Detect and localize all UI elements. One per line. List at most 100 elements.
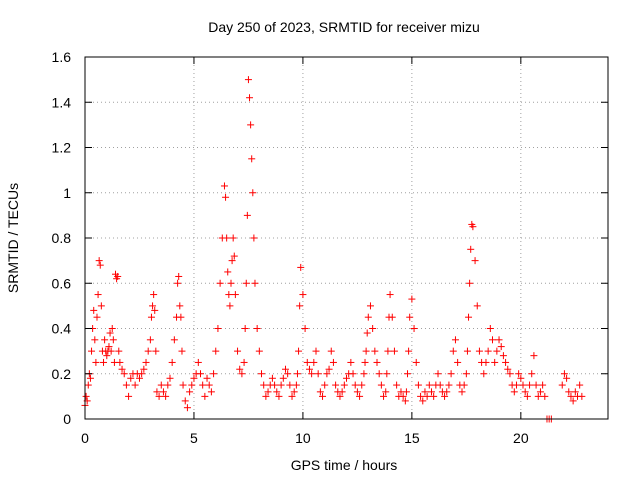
- y-axis-label: SRMTID / TECUs: [5, 183, 21, 293]
- data-point: [220, 182, 228, 190]
- data-point: [308, 370, 316, 378]
- data-point: [227, 279, 235, 287]
- data-point: [412, 358, 420, 366]
- data-point: [362, 347, 370, 355]
- data-point: [246, 94, 254, 102]
- data-point: [159, 388, 167, 396]
- data-point: [423, 392, 431, 400]
- data-point: [216, 279, 224, 287]
- data-point: [521, 388, 529, 396]
- data-point: [277, 381, 285, 389]
- data-point: [384, 347, 392, 355]
- data-point: [236, 365, 244, 373]
- data-point: [329, 358, 337, 366]
- data-point: [247, 121, 255, 129]
- data-point: [489, 336, 497, 344]
- data-point: [510, 388, 518, 396]
- data-point: [358, 381, 366, 389]
- data-point: [519, 381, 527, 389]
- data-point: [356, 392, 364, 400]
- data-point: [493, 347, 501, 355]
- data-point: [157, 381, 165, 389]
- data-point: [312, 347, 320, 355]
- data-point: [244, 76, 252, 84]
- data-point: [90, 306, 98, 314]
- data-point: [260, 381, 268, 389]
- data-point: [240, 358, 248, 366]
- data-point: [404, 370, 412, 378]
- data-point: [325, 365, 333, 373]
- data-point: [361, 358, 369, 366]
- data-point: [103, 352, 111, 360]
- data-point: [279, 374, 287, 382]
- data-point: [116, 358, 124, 366]
- data-point: [388, 313, 396, 321]
- data-point: [484, 347, 492, 355]
- data-point: [382, 388, 390, 396]
- data-point: [97, 302, 105, 310]
- data-point: [140, 365, 148, 373]
- data-point: [462, 370, 470, 378]
- data-point: [292, 381, 300, 389]
- data-point: [248, 155, 256, 163]
- data-point: [364, 313, 372, 321]
- data-point: [100, 358, 108, 366]
- data-point: [135, 374, 143, 382]
- data-point: [226, 302, 234, 310]
- data-point: [91, 336, 99, 344]
- data-point: [449, 347, 457, 355]
- data-point: [475, 347, 483, 355]
- data-point: [578, 392, 586, 400]
- data-point: [164, 381, 172, 389]
- data-point: [131, 381, 139, 389]
- data-point: [434, 370, 442, 378]
- data-point: [168, 358, 176, 366]
- data-point: [249, 189, 257, 197]
- data-point: [373, 358, 381, 366]
- data-point: [393, 381, 401, 389]
- data-point: [155, 392, 163, 400]
- data-point: [210, 370, 218, 378]
- y-tick-label: 1.2: [52, 140, 72, 156]
- data-point: [92, 358, 100, 366]
- data-point: [190, 374, 198, 382]
- data-point: [380, 392, 388, 400]
- x-tick-label: 10: [295, 430, 311, 446]
- data-point: [360, 370, 368, 378]
- data-point: [436, 381, 444, 389]
- data-point: [120, 370, 128, 378]
- data-point: [340, 381, 348, 389]
- data-point: [251, 279, 259, 287]
- data-point: [375, 370, 383, 378]
- data-point: [295, 347, 303, 355]
- data-point: [430, 392, 438, 400]
- grid-lines: [85, 57, 608, 419]
- data-point: [107, 347, 115, 355]
- data-point: [499, 352, 507, 360]
- data-point: [106, 329, 114, 337]
- x-axis-label: GPS time / hours: [291, 457, 398, 473]
- data-point: [229, 234, 237, 242]
- data-point: [179, 381, 187, 389]
- data-point: [410, 325, 418, 332]
- data-point: [178, 347, 186, 355]
- data-point: [402, 388, 410, 396]
- data-point: [101, 336, 109, 344]
- data-point: [258, 370, 266, 378]
- y-tick-label: 0: [63, 411, 71, 427]
- data-point: [323, 370, 331, 378]
- data-point: [115, 347, 123, 355]
- data-point: [201, 392, 209, 400]
- data-point: [108, 325, 116, 332]
- data-point: [353, 388, 361, 396]
- data-point: [223, 234, 231, 242]
- data-point: [480, 370, 488, 378]
- data-point: [517, 374, 525, 382]
- data-points: [81, 76, 586, 423]
- y-tick-label: 0.8: [52, 230, 72, 246]
- data-point: [466, 279, 474, 287]
- data-point: [93, 313, 101, 321]
- data-point: [238, 370, 246, 378]
- data-point: [377, 381, 385, 389]
- data-point: [421, 388, 429, 396]
